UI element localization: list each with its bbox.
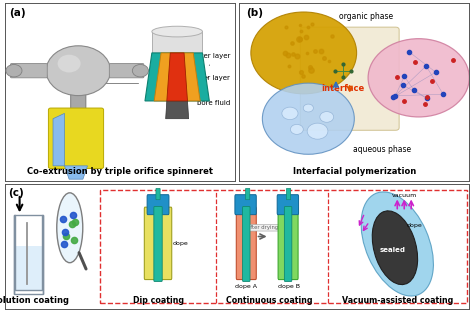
Circle shape bbox=[6, 65, 22, 77]
Text: after drying: after drying bbox=[247, 225, 278, 230]
Circle shape bbox=[57, 193, 83, 263]
Text: dope B: dope B bbox=[279, 284, 301, 289]
Text: bore fluid: bore fluid bbox=[190, 96, 230, 106]
Ellipse shape bbox=[361, 192, 433, 296]
Circle shape bbox=[291, 124, 303, 134]
Text: (c): (c) bbox=[9, 188, 24, 198]
Polygon shape bbox=[166, 101, 189, 119]
FancyBboxPatch shape bbox=[301, 27, 399, 130]
FancyBboxPatch shape bbox=[144, 207, 172, 280]
FancyBboxPatch shape bbox=[243, 207, 250, 281]
Text: inner layer: inner layer bbox=[192, 75, 230, 81]
FancyBboxPatch shape bbox=[154, 207, 162, 281]
Text: Dip coating: Dip coating bbox=[133, 296, 183, 305]
Text: interface: interface bbox=[321, 84, 365, 93]
FancyBboxPatch shape bbox=[16, 246, 42, 290]
Text: outer layer: outer layer bbox=[191, 53, 230, 65]
Text: dope: dope bbox=[173, 241, 189, 246]
Polygon shape bbox=[53, 113, 64, 166]
Text: (a): (a) bbox=[9, 8, 26, 18]
Text: Co-extrusion by triple orifice spinneret: Co-extrusion by triple orifice spinneret bbox=[27, 167, 213, 176]
FancyBboxPatch shape bbox=[48, 108, 104, 168]
Circle shape bbox=[320, 112, 334, 122]
FancyBboxPatch shape bbox=[109, 64, 144, 78]
Circle shape bbox=[132, 65, 148, 77]
Polygon shape bbox=[167, 53, 188, 101]
Circle shape bbox=[262, 83, 354, 154]
FancyBboxPatch shape bbox=[278, 207, 298, 280]
Text: sealed: sealed bbox=[380, 247, 406, 253]
FancyBboxPatch shape bbox=[26, 222, 27, 284]
Polygon shape bbox=[145, 53, 210, 101]
Polygon shape bbox=[64, 166, 88, 179]
FancyBboxPatch shape bbox=[237, 207, 256, 280]
FancyBboxPatch shape bbox=[156, 188, 160, 200]
Circle shape bbox=[251, 12, 356, 94]
Circle shape bbox=[58, 55, 81, 72]
Circle shape bbox=[46, 46, 110, 95]
FancyBboxPatch shape bbox=[147, 195, 169, 215]
Text: dope: dope bbox=[407, 223, 423, 228]
Circle shape bbox=[368, 39, 469, 117]
Text: Continuous coating: Continuous coating bbox=[226, 296, 313, 305]
FancyBboxPatch shape bbox=[152, 31, 202, 53]
Ellipse shape bbox=[152, 26, 202, 37]
Text: vacuum: vacuum bbox=[392, 193, 417, 198]
Text: dope A: dope A bbox=[235, 284, 257, 289]
Text: organic phase: organic phase bbox=[339, 12, 393, 21]
Polygon shape bbox=[154, 53, 200, 101]
FancyBboxPatch shape bbox=[246, 188, 250, 200]
FancyBboxPatch shape bbox=[286, 188, 291, 200]
Text: Solution coating: Solution coating bbox=[0, 296, 69, 305]
Text: aqueous phase: aqueous phase bbox=[353, 145, 411, 154]
Text: (b): (b) bbox=[246, 8, 263, 18]
Ellipse shape bbox=[372, 211, 418, 285]
Text: Vacuum-assisted coating: Vacuum-assisted coating bbox=[342, 296, 453, 305]
FancyBboxPatch shape bbox=[277, 195, 299, 215]
Text: Interfacial polymerization: Interfacial polymerization bbox=[292, 167, 416, 176]
Circle shape bbox=[307, 123, 328, 139]
FancyBboxPatch shape bbox=[284, 207, 292, 281]
FancyBboxPatch shape bbox=[71, 70, 86, 155]
Circle shape bbox=[303, 104, 313, 112]
FancyBboxPatch shape bbox=[235, 195, 256, 215]
Circle shape bbox=[282, 107, 298, 119]
FancyBboxPatch shape bbox=[10, 64, 47, 78]
